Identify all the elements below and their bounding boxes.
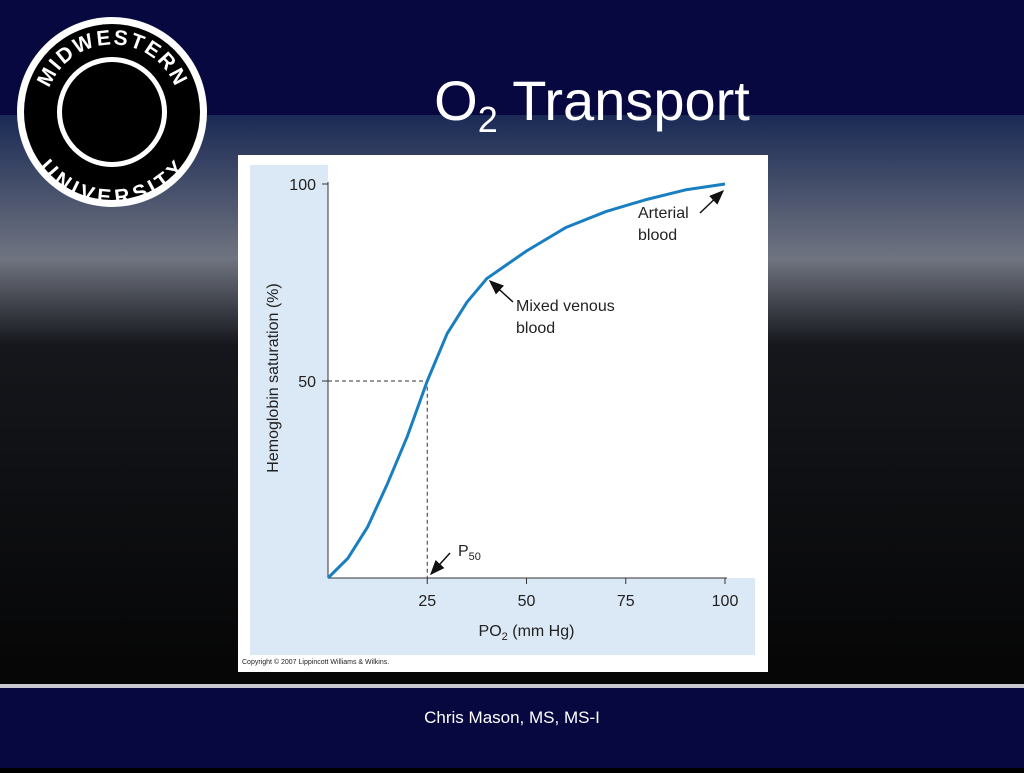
x-label-sub: 2 [502, 631, 508, 643]
x-tick-label: 100 [712, 593, 739, 610]
divider [0, 684, 1024, 688]
slide-title: O2 Transport [434, 69, 750, 140]
annotation: blood [638, 227, 677, 244]
y-tick-label: 50 [298, 374, 316, 391]
y-axis-label: Hemoglobin saturation (%) [265, 283, 282, 472]
y-tick-label: 100 [289, 177, 316, 194]
x-tick-label: 50 [518, 593, 536, 610]
p50-main: P [458, 543, 469, 560]
title-main: O [434, 69, 478, 132]
footer-bg [0, 688, 1024, 768]
p50-label: P50 [458, 543, 481, 563]
x-axis-label: PO2 (mm Hg) [479, 623, 575, 643]
annotation: Mixed venous [516, 298, 615, 315]
title-sub: 2 [478, 99, 498, 140]
annotation: Arterial [638, 205, 689, 222]
copyright: Copyright © 2007 Lippincott Williams & W… [242, 658, 389, 666]
plot-area [328, 165, 755, 578]
logo: MIDWESTERN UNIVERSITY [17, 17, 207, 209]
x-tick-label: 75 [617, 593, 635, 610]
curve [326, 182, 726, 580]
chart: 50 100 25 50 75 100 Hemoglobin saturation (%) P… [265, 165, 755, 643]
p50-sub: 50 [469, 551, 481, 563]
x-tick-label: 25 [418, 593, 436, 610]
x-label-main: PO [479, 623, 502, 640]
arrow [488, 279, 514, 303]
title-rest: Transport [498, 69, 751, 132]
annotation: blood [516, 320, 555, 337]
arrow [699, 189, 725, 214]
arrow [429, 552, 451, 576]
x-label-rest: (mm Hg) [508, 623, 575, 640]
footer-text: Chris Mason, MS, MS-I [424, 708, 600, 727]
